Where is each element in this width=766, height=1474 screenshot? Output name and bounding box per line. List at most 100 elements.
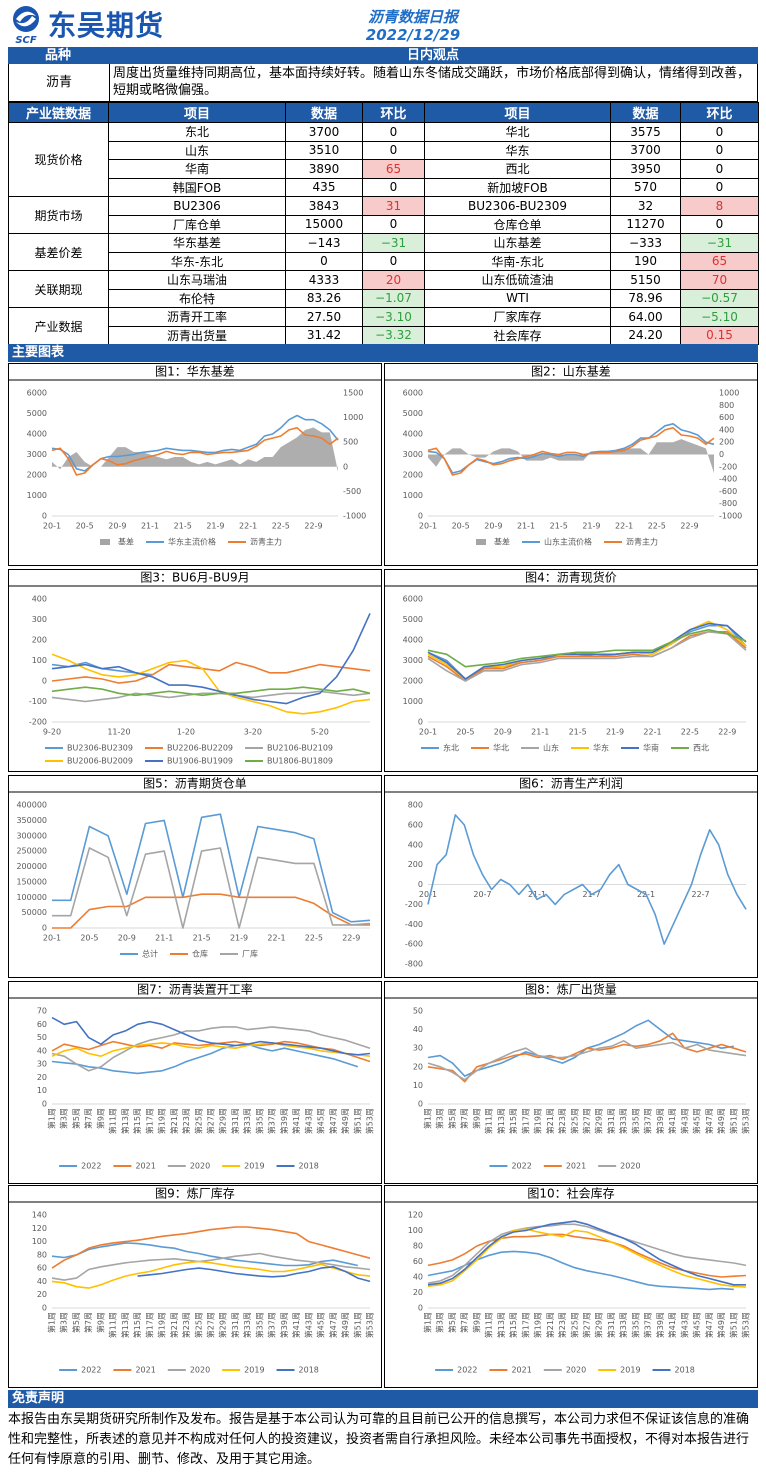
legend-label: 2018 <box>675 1366 695 1375</box>
x-tick-label: 11-20 <box>107 728 130 737</box>
chart-title: 图5：沥青期货仓单 <box>143 776 247 791</box>
x-tick-label: 第7周 <box>83 1312 93 1333</box>
y-tick-label: 800 <box>408 801 423 810</box>
chart-panel: 图5：沥青期货仓单 0 50000 100000 150000 200000 250000 3… <box>8 775 382 978</box>
change-cell: 0 <box>680 159 759 179</box>
line-series <box>51 686 371 697</box>
line-series <box>427 1032 747 1083</box>
line-series <box>51 1042 371 1057</box>
line-series <box>427 1233 747 1278</box>
x-tick-label: 第47周 <box>328 1108 338 1134</box>
legend-item: BU2006-BU2009 <box>44 757 133 766</box>
change-cell: 8 <box>680 196 759 216</box>
x-tick-label: 22-9 <box>342 934 360 943</box>
value-cell: 31.42 <box>285 325 363 345</box>
disclaimer-text: 本报告由东吴期货研究所制作及发布。报告是基于本公司认为可靠的且目前已公开的信息撰… <box>8 1412 750 1467</box>
view-text: 周度出货量维持同期高位，基本面持续好转。随着山东冬储成交踊跃，市场价格底部得到确… <box>113 66 751 98</box>
y-tick-label: 80 <box>413 1242 423 1251</box>
x-tick-label: 第45周 <box>692 1108 702 1134</box>
legend-item: BU2106-BU2109 <box>245 744 333 753</box>
value-cell: 190 <box>610 251 681 271</box>
line-series <box>51 1226 371 1269</box>
legend-item: 2020 <box>167 1366 210 1375</box>
y-tick-label: -400 <box>405 920 423 929</box>
x-tick-label: 3-20 <box>244 728 262 737</box>
x-tick-label: 第37周 <box>643 1312 653 1338</box>
group-cell: 产业数据 <box>8 307 109 345</box>
x-tick-label: 第5周 <box>447 1312 457 1333</box>
charts-header: 主要图表 <box>8 344 758 362</box>
x-tick-label: 第35周 <box>630 1108 640 1134</box>
x-tick-label: 20-9 <box>108 522 126 531</box>
panel-border <box>384 363 758 566</box>
chart-panel: 图6：沥青生产利润 -800 -600 -400 -200 0 200 400 600 800 20… <box>384 775 758 978</box>
x-tick-label: 第33周 <box>242 1108 252 1134</box>
y-tick-label: 0 <box>418 1304 423 1313</box>
y-tick-label: 0 <box>418 1100 423 1109</box>
y-tick-label: 5000 <box>27 409 47 418</box>
y-tick-label: 4000 <box>403 636 423 645</box>
logo-circle <box>13 6 39 32</box>
x-tick-label: 第35周 <box>630 1312 640 1338</box>
y2-tick-label: 400 <box>719 425 734 434</box>
x-tick-label: 21-1 <box>141 522 159 531</box>
y-tick-label: -200 <box>29 718 47 727</box>
y-tick-label: 50 <box>413 1007 423 1016</box>
y-tick-label: 40 <box>413 1273 423 1282</box>
legend-item: 2021 <box>113 1366 156 1375</box>
header-cell: 数据 <box>285 102 363 123</box>
legend-label: 东北 <box>443 743 459 753</box>
x-tick-label: 第13周 <box>120 1312 130 1338</box>
x-tick-label: 第43周 <box>303 1108 313 1134</box>
chart-panel: 图1：华东基差0100020003000400050006000-1000-50… <box>8 363 382 566</box>
x-tick-label: 第13周 <box>496 1108 506 1134</box>
change-cell: 0 <box>680 177 759 197</box>
y-tick-label: -100 <box>29 697 47 706</box>
x-tick-label: 第39周 <box>655 1312 665 1338</box>
x-tick-label: 第31周 <box>230 1312 240 1338</box>
disclaimer-header: 免责声明 <box>8 1390 758 1408</box>
x-tick-label: 第43周 <box>303 1312 313 1338</box>
legend-item: 总计 <box>120 949 158 959</box>
legend-label: BU1806-BU1809 <box>267 757 333 766</box>
change-cell: −3.32 <box>362 325 425 345</box>
x-tick-label: 第21周 <box>169 1312 179 1338</box>
legend-label: BU2106-BU2109 <box>267 744 333 753</box>
y2-tick-label: 0 <box>343 462 348 471</box>
x-tick-label: 第35周 <box>254 1108 264 1134</box>
x-tick-label: 第27周 <box>582 1312 592 1338</box>
y-tick-label: 20 <box>413 1062 423 1071</box>
y-tick-label: 0 <box>418 880 423 889</box>
x-tick-label: 第15周 <box>508 1108 518 1134</box>
legend-label: 2021 <box>135 1366 155 1375</box>
x-tick-label: 第9周 <box>471 1108 481 1129</box>
legend-item: 沥青主力 <box>228 537 282 547</box>
legend-label: BU2006-BU2009 <box>67 757 133 766</box>
y-tick-label: 1000 <box>27 491 47 500</box>
x-tick-label: 第53周 <box>365 1312 375 1338</box>
item-cell: 韩国FOB <box>108 177 286 197</box>
item-cell: 山东 <box>108 140 286 160</box>
item-cell: 厂库仓单 <box>108 214 286 234</box>
y-tick-label: -600 <box>405 940 423 949</box>
y-tick-label: 60 <box>37 1264 47 1273</box>
y2-tick-label: 800 <box>719 401 734 410</box>
y2-tick-label: 1000 <box>343 413 363 422</box>
legend-item: 2022 <box>59 1162 101 1171</box>
x-tick-label: 20-9 <box>118 934 136 943</box>
item-cell: 社会库存 <box>424 325 611 345</box>
x-tick-label: 第1周 <box>423 1312 433 1333</box>
x-tick-label: 第19周 <box>533 1312 543 1338</box>
y-tick-label: 100 <box>32 1237 47 1246</box>
x-tick-label: 20-1 <box>419 522 437 531</box>
line-series <box>51 1242 358 1267</box>
legend-item: 厂库 <box>220 949 258 959</box>
x-tick-label: 第7周 <box>83 1108 93 1129</box>
x-tick-label: 第21周 <box>169 1108 179 1134</box>
chart-title: 图7：沥青装置开工率 <box>137 982 253 997</box>
x-tick-label: 第39周 <box>279 1312 289 1338</box>
line-series <box>427 1250 734 1291</box>
legend-item: 2022 <box>489 1162 532 1171</box>
y-tick-label: 40 <box>37 1046 47 1055</box>
legend-item: 2018 <box>652 1366 695 1375</box>
